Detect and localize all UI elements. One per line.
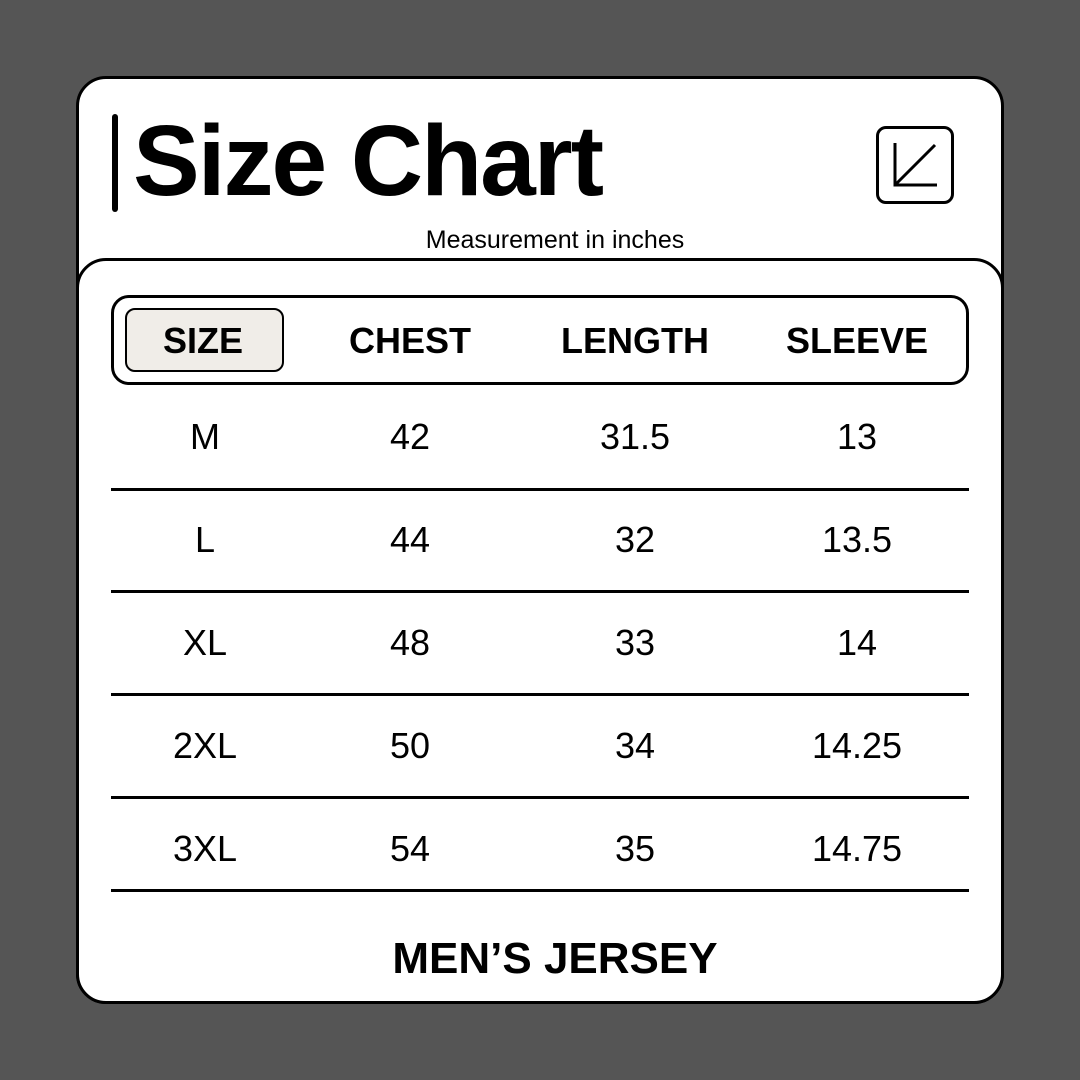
table-cell: 48 — [389, 622, 431, 663]
table-cell: M — [190, 416, 220, 457]
row-divider — [111, 796, 969, 799]
table-cell: 35 — [614, 828, 656, 869]
table-cell: 14.25 — [811, 725, 903, 766]
table-cell: 32 — [614, 519, 656, 560]
table-cell: 13.5 — [821, 519, 893, 560]
table-cell: 13 — [836, 416, 878, 457]
table-header — [111, 295, 969, 385]
size-column-highlight — [125, 308, 284, 372]
column-header-length: LENGTH — [561, 320, 709, 361]
page-title: Size Chart — [133, 105, 604, 217]
table-cell: 42 — [389, 416, 431, 457]
row-divider — [111, 889, 969, 892]
table-cell: L — [194, 519, 216, 560]
table-cell: 3XL — [172, 828, 238, 869]
table-cell: 54 — [389, 828, 431, 869]
table-cell: 50 — [389, 725, 431, 766]
table-cell: 14 — [836, 622, 878, 663]
table-cell: 31.5 — [599, 416, 671, 457]
table-cell: 14.75 — [811, 828, 903, 869]
column-header-sleeve: SLEEVE — [785, 320, 929, 361]
table-cell: 2XL — [172, 725, 238, 766]
table-cell: 44 — [389, 519, 431, 560]
row-divider — [111, 590, 969, 593]
column-header-size: SIZE — [162, 320, 243, 361]
table-cell: 34 — [614, 725, 656, 766]
row-divider — [111, 693, 969, 696]
table-cell: XL — [182, 622, 228, 663]
arrow-down-left-icon — [876, 126, 954, 204]
table-cell: 33 — [614, 622, 656, 663]
row-divider — [111, 488, 969, 491]
title-accent-bar — [112, 114, 118, 212]
column-header-chest: CHEST — [348, 320, 471, 361]
footer-label: MEN’S JERSEY — [392, 934, 718, 983]
subtitle: Measurement in inches — [425, 226, 685, 254]
